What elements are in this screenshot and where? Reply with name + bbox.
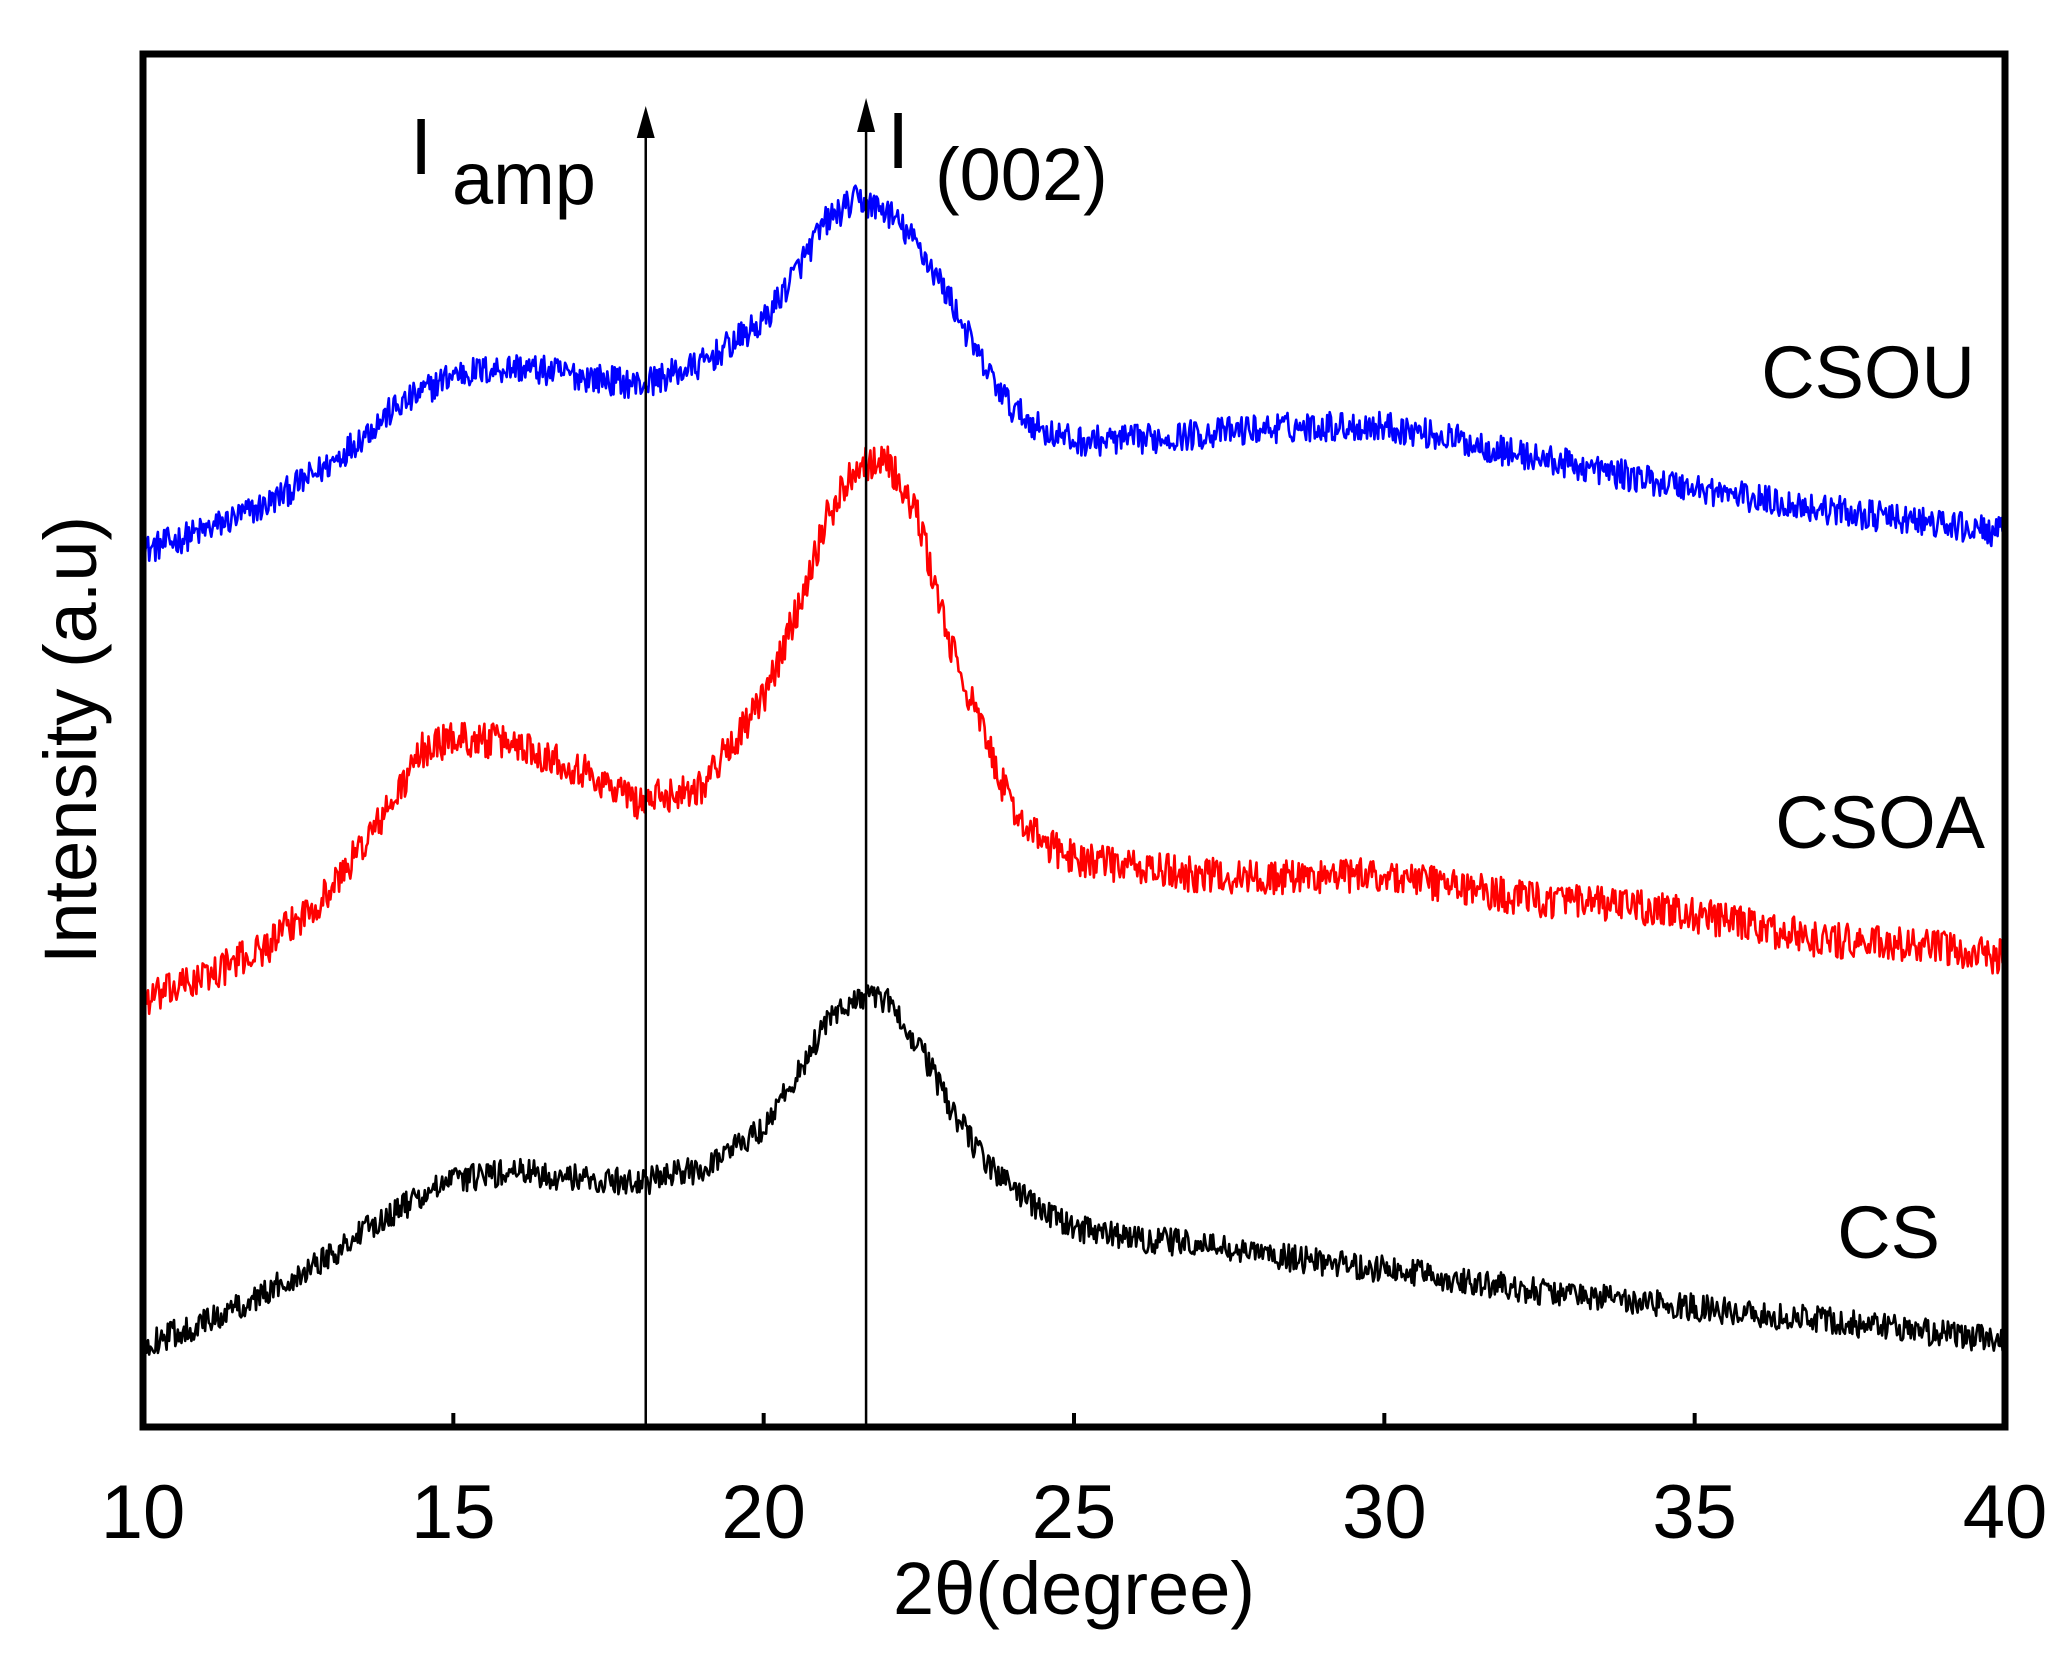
annotation-subscript-2: (002) bbox=[935, 133, 1108, 216]
series-line-csoa bbox=[141, 445, 2007, 1016]
y-axis-title: Intensity (a.u) bbox=[29, 516, 112, 964]
series-layer bbox=[141, 184, 2007, 1356]
x-tick-label: 10 bbox=[101, 1470, 186, 1555]
annotation-symbol-1: I bbox=[410, 102, 432, 191]
tick-layer: 10 15 20 25 30 35 40 bbox=[101, 1413, 2048, 1555]
series-line-cs bbox=[141, 984, 2006, 1356]
x-tick-label: 40 bbox=[1963, 1470, 2048, 1555]
annotation-subscript-1: amp bbox=[452, 137, 596, 220]
series-line-csou bbox=[142, 184, 2007, 567]
label-layer: CSOU CSOA CS bbox=[1761, 331, 1985, 1274]
series-label-csoa: CSOA bbox=[1775, 781, 1985, 864]
x-tick-label: 15 bbox=[411, 1470, 496, 1555]
x-tick-label: 25 bbox=[1032, 1470, 1117, 1555]
x-axis-title: 2θ(degree) bbox=[893, 1547, 1255, 1630]
x-tick-label: 30 bbox=[1342, 1470, 1427, 1555]
annotation-arrowhead-2 bbox=[857, 98, 876, 132]
annotation-arrowhead-1 bbox=[636, 106, 655, 138]
x-tick-label: 35 bbox=[1652, 1470, 1737, 1555]
annotation-symbol-2: I bbox=[887, 96, 909, 185]
x-tick-label: 20 bbox=[721, 1470, 806, 1555]
series-label-cs: CS bbox=[1837, 1191, 1940, 1274]
series-label-csou: CSOU bbox=[1761, 331, 1975, 414]
